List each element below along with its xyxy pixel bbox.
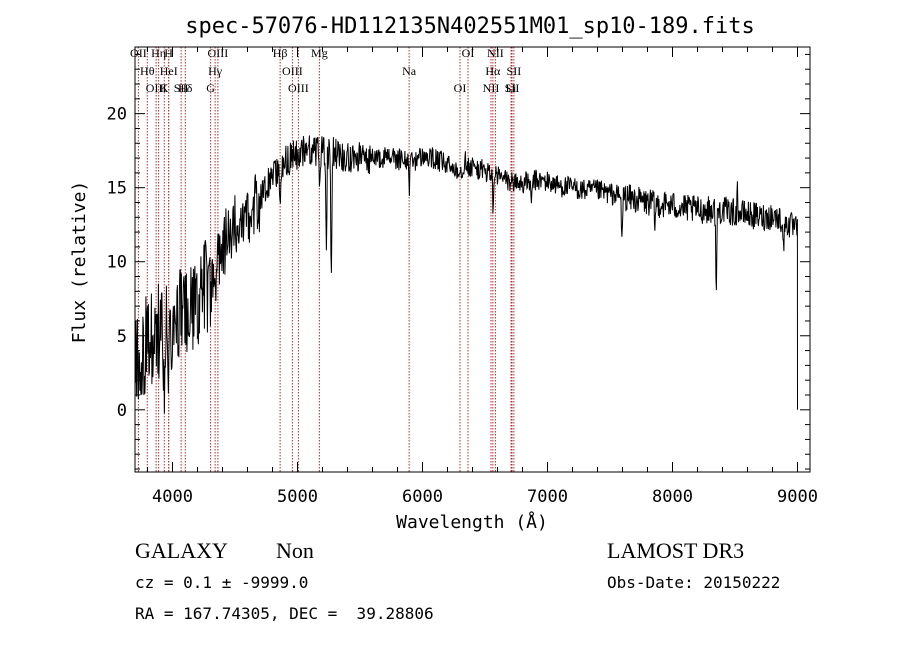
line-marker-label: Hα — [485, 64, 501, 78]
line-marker-label: OIII — [146, 81, 167, 95]
x-axis-ticks: 4000 5000 6000 7000 8000 9000 — [147, 47, 818, 507]
y-axis-label: Flux (relative) — [69, 181, 90, 344]
line-marker-label: Hθ — [140, 64, 155, 78]
line-marker-label: OI — [454, 81, 467, 95]
x-tick-label: 5000 — [277, 487, 318, 507]
line-marker-label: Na — [402, 64, 417, 78]
y-tick-label: 5 — [117, 327, 127, 347]
line-marker-labels: OIIHθOIIIHηHeIKHHδSIIOIIIHγGHβOIIIOIIIMg… — [130, 46, 521, 95]
line-marker-label: OIII — [288, 81, 309, 95]
line-marker-label: Hη — [151, 46, 166, 60]
plot-frame — [134, 46, 811, 473]
line-markers — [137, 47, 515, 472]
x-axis-label: Wavelength (Å) — [396, 511, 548, 533]
y-axis-ticks: 0 5 10 15 20 — [107, 53, 810, 470]
line-marker-label: OIII — [208, 46, 229, 60]
line-marker-label: Hβ — [273, 46, 288, 60]
line-marker-label: Li — [506, 81, 517, 95]
line-marker-label: OIII — [282, 64, 303, 78]
x-tick-label: 9000 — [777, 487, 818, 507]
line-marker-label: SII — [505, 81, 520, 95]
y-tick-label: 15 — [107, 179, 127, 199]
line-marker-label: H — [164, 46, 173, 60]
line-marker-label: SII — [174, 81, 189, 95]
line-marker-label: NII — [487, 46, 504, 60]
y-tick-label: 20 — [107, 105, 127, 125]
line-marker-label: Hδ — [178, 81, 193, 95]
line-marker-label: OII — [130, 46, 147, 60]
x-tick-label: 8000 — [652, 487, 693, 507]
x-tick-label: 7000 — [527, 487, 568, 507]
y-tick-label: 0 — [117, 401, 127, 421]
object-class: GALAXY — [135, 538, 228, 563]
y-tick-label: 10 — [107, 253, 127, 273]
line-marker-label: SII — [507, 64, 522, 78]
chart-title: spec-57076-HD112135N402551M01_sp10-189.f… — [185, 14, 755, 39]
obs-date-text: Obs-Date: 20150222 — [607, 573, 780, 592]
x-tick-label: 6000 — [402, 487, 443, 507]
x-tick-label: 4000 — [152, 487, 193, 507]
radec-text: RA = 167.74305, DEC = 39.28806 — [135, 604, 434, 623]
line-marker-label: Mg — [311, 46, 328, 60]
line-marker-label: K — [160, 81, 169, 95]
line-marker-label: OI — [462, 46, 475, 60]
line-marker-label: NII — [483, 81, 500, 95]
spectrum-line — [134, 135, 798, 414]
line-marker-label: G — [206, 81, 215, 95]
survey-name: LAMOST DR3 — [607, 538, 744, 563]
line-marker-label: HeI — [160, 64, 178, 78]
redshift-text: cz = 0.1 ± -9999.0 — [135, 573, 308, 592]
line-marker-label: Hγ — [208, 64, 223, 78]
object-subclass: Non — [276, 538, 314, 563]
